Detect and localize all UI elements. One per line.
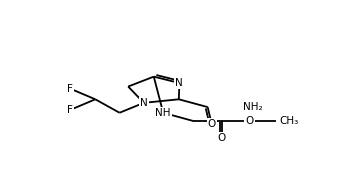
Text: F: F: [67, 105, 73, 115]
Text: CH₃: CH₃: [279, 116, 298, 126]
Text: F: F: [67, 84, 73, 94]
Text: O: O: [208, 119, 216, 129]
Text: NH: NH: [155, 108, 171, 118]
Text: N: N: [140, 98, 148, 108]
Text: O: O: [218, 133, 226, 143]
Text: O: O: [245, 116, 253, 126]
Text: NH₂: NH₂: [243, 102, 262, 112]
Text: N: N: [175, 78, 183, 88]
